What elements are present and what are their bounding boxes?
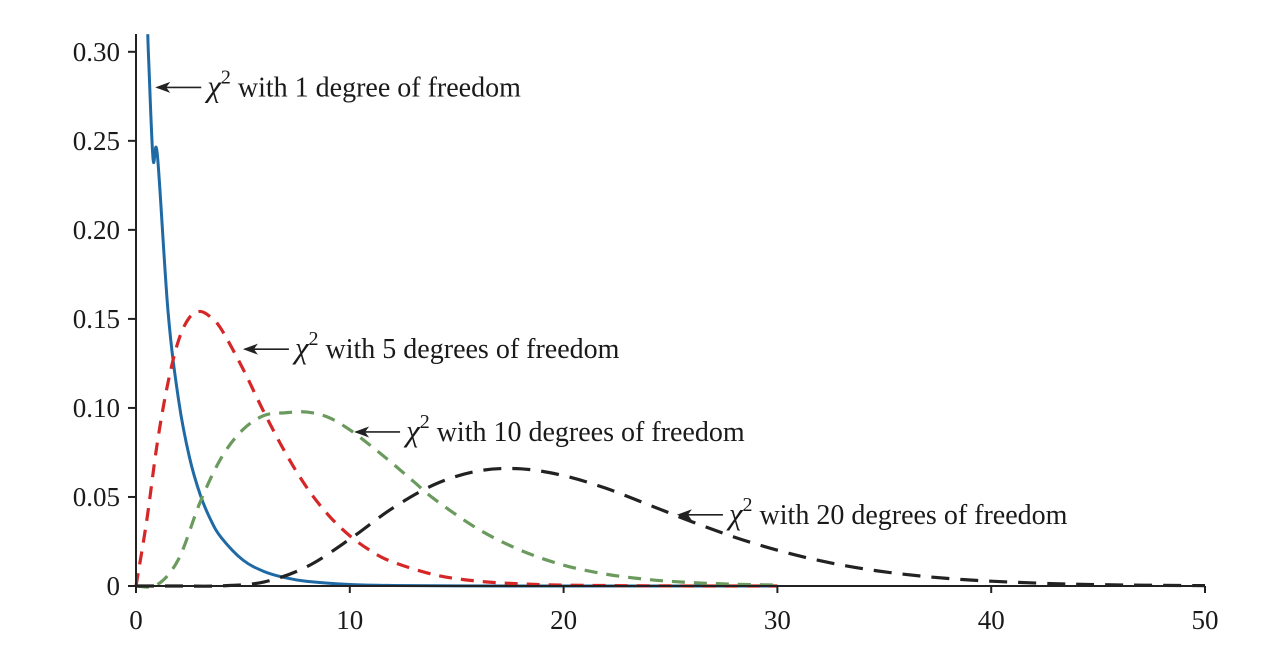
y-tick-label: 0.15 — [73, 304, 120, 334]
y-tick-label: 0.30 — [73, 37, 120, 67]
annotations-layer: χ2 with 1 degree of freedom χ2 with 5 deg… — [155, 66, 1068, 531]
axes-layer: 0 10 20 30 40 50 0 0.05 0.10 0.15 0.20 0.25 0.30 — [73, 34, 1219, 635]
x-tick-label: 10 — [336, 605, 363, 635]
annotation-label: χ2 with 1 degree of freedom — [204, 66, 521, 103]
annotation-arrowhead — [676, 509, 692, 521]
x-tick-label: 0 — [129, 605, 143, 635]
y-tick-label: 0.20 — [73, 215, 120, 245]
annotation-label: χ2 with 5 degrees of freedom — [292, 328, 620, 365]
annotation-arrowhead — [155, 81, 171, 93]
y-tick-label: 0.10 — [73, 393, 120, 423]
y-tick-label: 0.05 — [73, 482, 120, 512]
annotation-arrowhead — [354, 426, 370, 438]
annotation-arrowhead — [242, 343, 258, 355]
x-tick-label: 40 — [978, 605, 1005, 635]
series-line-df-1 — [146, 34, 778, 588]
x-tick-label: 30 — [764, 605, 791, 635]
series-line-df-5 — [134, 309, 778, 588]
y-tick-label: 0 — [107, 571, 121, 601]
x-tick-label: 20 — [550, 605, 577, 635]
series-line-df-10 — [135, 410, 778, 589]
y-tick-label: 0.25 — [73, 126, 120, 156]
x-tick-label: 50 — [1192, 605, 1219, 635]
series-line-df-20 — [135, 466, 1206, 588]
annotation-label: χ2 with 10 degrees of freedom — [403, 411, 745, 448]
annotation-label: χ2 with 20 degrees of freedom — [726, 494, 1068, 531]
